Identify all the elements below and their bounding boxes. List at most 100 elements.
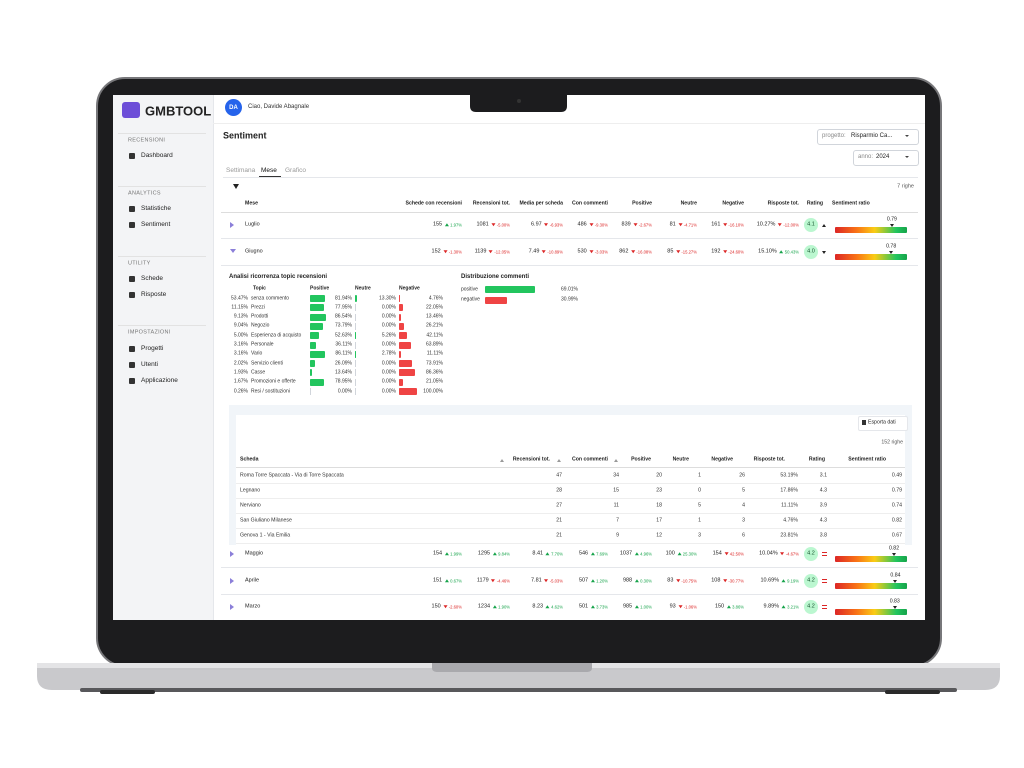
tab[interactable]: Settimana (226, 166, 256, 174)
expand-toggle[interactable] (230, 604, 234, 610)
rating-equal (822, 608, 827, 609)
detail-header: Con commenti (571, 456, 608, 463)
expand-toggle[interactable] (230, 249, 236, 253)
topic-value: 13.64% (335, 369, 352, 376)
topic-header: Negative (399, 285, 420, 292)
cell-delta: 3.86% (732, 603, 744, 609)
detail-header: Negative (711, 456, 733, 463)
cell-delta: -9.30% (594, 221, 608, 227)
cell-value: 486 (577, 221, 587, 228)
cell-value: 10.69% (760, 577, 780, 584)
topic-value: 63.89% (426, 341, 443, 348)
topic-name: Vario (251, 350, 263, 357)
arrow-up (444, 223, 449, 227)
expand-toggle[interactable] (230, 551, 234, 557)
cell-delta: 3.73% (596, 603, 608, 609)
topic-value: 13.46% (426, 313, 443, 320)
project-value: Risparmio Ca... (851, 133, 893, 139)
topic-name: Personale (251, 341, 274, 348)
topic-value: 86.54% (335, 313, 352, 320)
topic-value: 81.94% (335, 295, 352, 301)
cell-value: 150 (431, 603, 441, 610)
cell: 7.81 -5.03% (531, 578, 563, 584)
topic-name: Resi / sostituzioni (251, 388, 290, 394)
topic-bar (399, 350, 401, 358)
foot (885, 690, 940, 694)
topic-value: 21.05% (426, 378, 443, 385)
expand-toggle[interactable] (230, 578, 234, 584)
detail-cell: 18 (656, 502, 662, 509)
cell: 108 -30.77% (711, 578, 744, 584)
cell: 151 0.67% (433, 578, 462, 584)
sort-icon[interactable] (614, 458, 618, 462)
detail-cell: 4.3 (819, 517, 827, 524)
arrow-down (780, 552, 785, 556)
menu-item[interactable]: Utenti (141, 360, 158, 368)
arrow-down (722, 250, 727, 254)
sort-icon[interactable] (500, 458, 504, 462)
month: Maggio (245, 550, 264, 557)
menu-item[interactable]: Risposte (141, 290, 167, 298)
detail-row-line (236, 543, 905, 544)
detail-cell: San Giuliano Milanese (240, 517, 292, 524)
detail-header: Sentiment ratio (848, 456, 886, 463)
cell-delta: -4.71% (683, 221, 697, 227)
expand-toggle[interactable] (230, 222, 234, 228)
cell-value: 6.97 (531, 221, 542, 228)
cell-delta: 1.90% (498, 603, 510, 609)
cell: 152 -1.30% (432, 249, 462, 255)
cell-delta: 4.62% (551, 603, 563, 609)
cell-value: 154 (432, 550, 443, 557)
cell-value: 1037 (619, 550, 633, 557)
detail-row-line (236, 498, 905, 499)
ratio-value: 0.82 (888, 544, 900, 551)
cell-delta: -10.75% (681, 577, 697, 583)
arrow-up (444, 579, 449, 583)
cell-value: 10.27% (756, 221, 776, 228)
cell-value: 15.10% (758, 248, 777, 255)
detail-cell: 3 (698, 532, 701, 539)
ratio-value: 0.78 (886, 242, 897, 249)
column-header: Schede con recensioni (405, 200, 462, 207)
menu-item[interactable]: Statistiche (141, 204, 171, 212)
cell-value: 155 (432, 221, 443, 228)
cell-delta: -24.60% (728, 248, 744, 254)
bar-track (355, 360, 356, 368)
arrow-down (777, 223, 782, 227)
menu-item[interactable]: Sentiment (141, 220, 171, 228)
filter-icon[interactable] (233, 184, 239, 189)
sentiment-gradient (835, 254, 907, 260)
bar-track (355, 350, 356, 358)
menu-item[interactable]: Progetti (141, 344, 164, 352)
project-select[interactable] (817, 129, 919, 145)
year-select[interactable] (853, 150, 919, 166)
tab[interactable]: Mese (261, 166, 277, 174)
detail-cell: 0.82 (891, 517, 902, 524)
sentiment-gradient (835, 583, 907, 589)
topic-value: 13.30% (379, 295, 396, 301)
detail-header: Scheda (240, 456, 259, 463)
menu-item[interactable]: Schede (141, 274, 164, 282)
rating-badge (804, 218, 818, 232)
detail-cell: 12 (656, 532, 662, 539)
cell-delta: -5.00% (496, 221, 510, 227)
base-notch (432, 663, 592, 672)
menu-item[interactable]: Dashboard (141, 151, 173, 159)
detail-cell: 0.67 (891, 532, 902, 539)
cell: 530 -3.03% (578, 249, 608, 255)
sort-icon[interactable] (557, 458, 561, 462)
cell-value: 152 (431, 248, 441, 255)
topic-share: 9.04% (233, 322, 248, 329)
topic-value: 22.05% (426, 304, 443, 311)
cell-value: 100 (665, 550, 675, 557)
sidebar-section: IMPOSTAZIONI (128, 329, 171, 336)
detail-cell: 28 (556, 487, 562, 494)
export-button[interactable] (858, 416, 908, 431)
month: Giugno (245, 248, 263, 255)
sidebar-section: RECENSIONI (128, 137, 166, 144)
menu-icon (129, 378, 135, 384)
tab[interactable]: Grafico (285, 166, 306, 174)
menu-item[interactable]: Applicazione (141, 376, 178, 384)
export-label[interactable]: Esporta dati (868, 418, 896, 425)
topic-value: 36.11% (335, 341, 352, 348)
